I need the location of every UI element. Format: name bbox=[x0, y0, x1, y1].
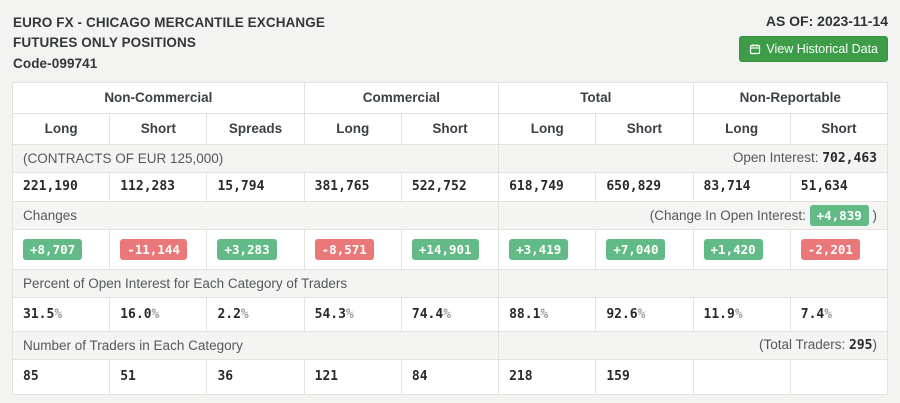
position-value: 381,765 bbox=[303, 171, 402, 202]
percent-value: 31.5% bbox=[11, 296, 111, 332]
group-non-commercial: Non-Commercial bbox=[12, 81, 305, 114]
total-traders-prefix: (Total Traders: bbox=[758, 337, 850, 353]
change-oi-prefix: (Change In Open Interest: bbox=[649, 207, 810, 223]
position-value: 650,829 bbox=[595, 171, 694, 202]
change-badge: -8,571 bbox=[314, 238, 374, 260]
report-title-line2: FUTURES ONLY POSITIONS bbox=[13, 35, 196, 51]
as-of-date: AS OF: 2023-11-14 bbox=[765, 13, 888, 29]
position-value: 51,634 bbox=[789, 171, 889, 202]
total-traders-cell: (Total Traders: 295) bbox=[498, 330, 888, 360]
open-interest-label: Open Interest: bbox=[732, 150, 823, 166]
change-badge: +8,707 bbox=[23, 238, 83, 260]
change-cell: +8,707 bbox=[11, 228, 111, 270]
col-header: Short bbox=[595, 112, 694, 145]
change-cell: +1,420 bbox=[692, 228, 791, 270]
traders-label: Number of Traders in Each Category bbox=[11, 330, 500, 360]
traders-value bbox=[789, 358, 889, 395]
percent-label-spacer bbox=[498, 268, 888, 298]
traders-value bbox=[692, 358, 791, 395]
percent-value: 88.1% bbox=[498, 296, 597, 332]
change-cell: -8,571 bbox=[303, 228, 402, 270]
traders-value: 85 bbox=[11, 358, 111, 395]
percent-value: 16.0% bbox=[109, 296, 208, 332]
changes-row: +8,707 -11,144 +3,283 -8,571 +14,901 +3,… bbox=[11, 228, 889, 270]
traders-label-row: Number of Traders in Each Category (Tota… bbox=[11, 330, 888, 360]
position-value: 522,752 bbox=[400, 171, 500, 202]
col-header: Short bbox=[109, 112, 208, 145]
change-badge: +14,901 bbox=[411, 238, 479, 260]
contracts-label: (CONTRACTS OF EUR 125,000) bbox=[11, 143, 500, 173]
col-header: Long bbox=[498, 112, 597, 145]
col-header: Short bbox=[789, 112, 889, 145]
total-traders-suffix: ) bbox=[872, 337, 878, 353]
traders-value: 218 bbox=[498, 358, 597, 395]
report-code: Code-099741 bbox=[13, 55, 98, 71]
change-cell: -2,201 bbox=[789, 228, 889, 270]
column-header-row: Long Short Spreads Long Short Long Short… bbox=[11, 112, 889, 145]
col-header: Long bbox=[303, 112, 402, 145]
group-header-row: Non-Commercial Commercial Total Non-Repo… bbox=[12, 81, 889, 114]
change-oi-badge: +4,839 bbox=[809, 204, 869, 226]
change-oi-suffix: ) bbox=[868, 207, 878, 223]
change-open-interest-cell: (Change In Open Interest: +4,839 ) bbox=[498, 200, 888, 230]
group-non-reportable: Non-Reportable bbox=[692, 81, 889, 114]
contracts-row: (CONTRACTS OF EUR 125,000) Open Interest… bbox=[11, 143, 888, 173]
traders-value: 84 bbox=[400, 358, 500, 395]
open-interest-value: 702,463 bbox=[822, 151, 877, 167]
report-title-line1: EURO FX - CHICAGO MERCANTILE EXCHANGE bbox=[13, 15, 325, 30]
change-cell: -11,144 bbox=[109, 228, 208, 270]
change-badge: +1,420 bbox=[703, 238, 763, 260]
position-value: 83,714 bbox=[692, 171, 791, 202]
group-commercial: Commercial bbox=[303, 81, 500, 114]
change-badge: +3,419 bbox=[509, 238, 569, 260]
traders-row: 85 51 36 121 84 218 159 bbox=[11, 358, 889, 395]
change-badge: +7,040 bbox=[606, 238, 666, 260]
change-cell: +3,283 bbox=[206, 228, 305, 270]
cot-table: Non-Commercial Commercial Total Non-Repo… bbox=[11, 81, 889, 395]
position-value: 15,794 bbox=[206, 171, 305, 202]
percent-value: 11.9% bbox=[692, 296, 791, 332]
position-value: 112,283 bbox=[109, 171, 208, 202]
traders-value: 51 bbox=[109, 358, 208, 395]
position-value: 221,190 bbox=[11, 171, 111, 202]
group-total: Total bbox=[498, 81, 694, 114]
col-header: Long bbox=[11, 112, 111, 145]
traders-value: 159 bbox=[595, 358, 694, 395]
view-historical-data-label: View Historical Data bbox=[766, 42, 878, 56]
col-header: Long bbox=[692, 112, 791, 145]
change-badge: +3,283 bbox=[217, 238, 277, 260]
col-header: Short bbox=[400, 112, 500, 145]
percent-row: 31.5% 16.0% 2.2% 54.3% 74.4% 88.1% 92.6%… bbox=[11, 296, 889, 332]
percent-value: 74.4% bbox=[400, 296, 500, 332]
percent-label: Percent of Open Interest for Each Catego… bbox=[11, 268, 500, 298]
traders-value: 121 bbox=[303, 358, 402, 395]
col-header: Spreads bbox=[206, 112, 305, 145]
changes-label: Changes bbox=[11, 200, 500, 230]
percent-value: 7.4% bbox=[789, 296, 889, 332]
change-badge: -11,144 bbox=[120, 238, 187, 260]
positions-row: 221,190 112,283 15,794 381,765 522,752 6… bbox=[11, 171, 889, 202]
total-traders-value: 295 bbox=[849, 338, 873, 354]
view-historical-data-button[interactable]: View Historical Data bbox=[739, 36, 888, 62]
changes-label-row: Changes (Change In Open Interest: +4,839… bbox=[11, 200, 888, 230]
percent-value: 54.3% bbox=[303, 296, 402, 332]
percent-value: 92.6% bbox=[595, 296, 694, 332]
position-value: 618,749 bbox=[498, 171, 597, 202]
change-cell: +7,040 bbox=[595, 228, 694, 270]
change-badge: -2,201 bbox=[800, 238, 860, 260]
change-cell: +14,901 bbox=[400, 228, 500, 270]
calendar-icon bbox=[749, 43, 761, 55]
traders-value: 36 bbox=[206, 358, 305, 395]
report-title-block: EURO FX - CHICAGO MERCANTILE EXCHANGE FU… bbox=[13, 13, 325, 74]
percent-label-row: Percent of Open Interest for Each Catego… bbox=[11, 268, 888, 298]
open-interest-cell: Open Interest: 702,463 bbox=[498, 143, 888, 173]
page-header: EURO FX - CHICAGO MERCANTILE EXCHANGE FU… bbox=[0, 0, 900, 82]
percent-value: 2.2% bbox=[206, 296, 305, 332]
header-right: AS OF: 2023-11-14 View Historical Data bbox=[739, 13, 888, 62]
change-cell: +3,419 bbox=[498, 228, 597, 270]
